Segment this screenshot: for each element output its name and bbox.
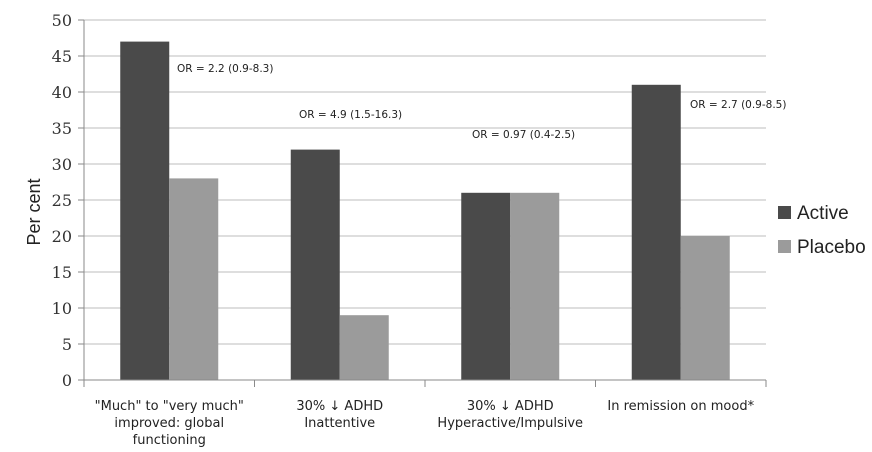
bar-placebo-1 (340, 315, 389, 380)
x-category-label: Inattentive (304, 416, 375, 431)
y-tick-label: 5 (62, 335, 72, 354)
x-category-label: 30% ↓ ADHD (467, 399, 554, 414)
x-category-label: functioning (133, 433, 206, 448)
y-tick-label: 10 (52, 299, 72, 318)
annotations: OR = 2.2 (0.9-8.3) OR = 4.9 (1.5-16.3) OR … (177, 63, 786, 141)
bar-active-1 (291, 150, 340, 380)
legend-label-active: Active (797, 203, 849, 224)
bar-placebo-2 (510, 193, 559, 380)
y-axis-label: Per cent (24, 178, 44, 245)
bar-active-3 (632, 85, 681, 380)
legend: Active Placebo (778, 203, 866, 258)
x-category-label: improved: global (114, 416, 224, 431)
y-tick-label: 40 (52, 83, 72, 102)
x-category-label: 30% ↓ ADHD (296, 399, 383, 414)
x-category-labels: "Much" to "very much" improved: global fun… (95, 399, 755, 448)
y-tick-labels: 0 5 10 15 20 25 30 35 40 45 50 (52, 11, 72, 390)
y-tick-label: 30 (52, 155, 72, 174)
x-category-label: Hyperactive/Impulsive (437, 416, 583, 431)
odds-ratio-annotation: OR = 2.2 (0.9-8.3) (177, 63, 273, 75)
y-tick-label: 45 (52, 47, 72, 66)
odds-ratio-annotation: OR = 2.7 (0.9-8.5) (690, 99, 786, 111)
x-category-label: "Much" to "very much" (95, 399, 244, 414)
bar-active-0 (120, 42, 169, 380)
y-tick-label: 50 (52, 11, 72, 30)
y-tick-label: 25 (52, 191, 72, 210)
y-tick-label: 20 (52, 227, 72, 246)
bar-active-2 (461, 193, 510, 380)
legend-swatch-active (778, 206, 791, 219)
y-tick-label: 35 (52, 119, 72, 138)
y-tick-label: 0 (62, 371, 72, 390)
legend-swatch-placebo (778, 240, 791, 253)
odds-ratio-annotation: OR = 4.9 (1.5-16.3) (299, 109, 402, 121)
bar-placebo-0 (169, 178, 218, 380)
legend-label-placebo: Placebo (797, 237, 866, 258)
odds-ratio-annotation: OR = 0.97 (0.4-2.5) (472, 129, 575, 141)
bar-placebo-3 (681, 236, 730, 380)
x-category-label: In remission on mood* (607, 399, 754, 414)
y-tick-label: 15 (52, 263, 72, 282)
